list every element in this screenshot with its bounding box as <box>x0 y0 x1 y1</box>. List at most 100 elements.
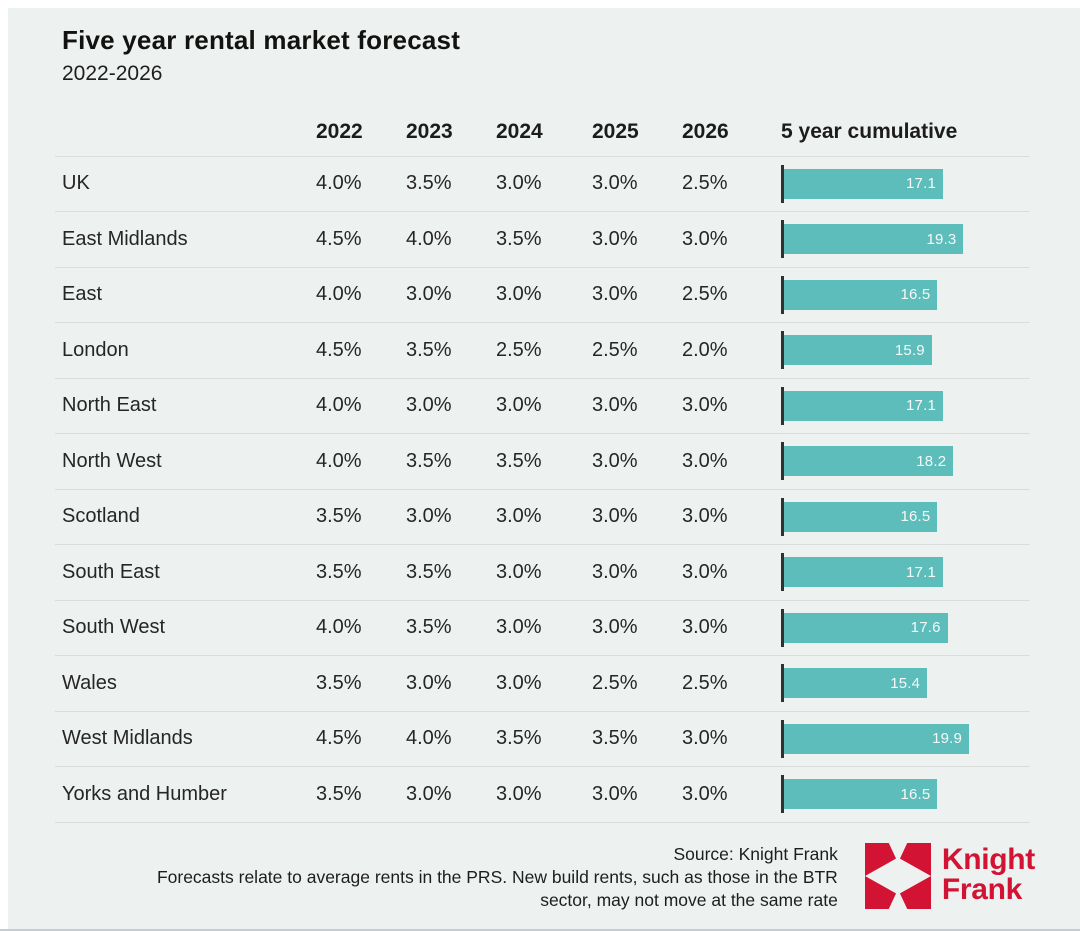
region-label: South East <box>62 560 160 583</box>
pct-cell: 3.0% <box>592 283 638 306</box>
bar-baseline-tick <box>781 164 784 203</box>
pct-cell: 3.0% <box>682 616 728 639</box>
year-column-header-2023: 2023 <box>406 119 453 143</box>
bar-baseline-tick <box>781 220 784 259</box>
bar-value-label: 19.9 <box>932 730 963 748</box>
cumulative-bar-cell: 16.5 <box>781 490 1030 545</box>
bar-baseline-tick <box>781 386 784 425</box>
cumulative-bar: 19.3 <box>784 224 964 255</box>
pct-cell: 3.0% <box>496 671 542 694</box>
bar-value-label: 17.6 <box>910 619 941 637</box>
pct-cell: 3.0% <box>592 505 638 528</box>
pct-cell: 4.0% <box>406 727 452 750</box>
cumulative-bar-cell: 19.9 <box>781 712 1030 767</box>
pct-cell: 2.5% <box>682 283 728 306</box>
bar-baseline-tick <box>781 719 784 758</box>
pct-cell: 3.5% <box>496 727 542 750</box>
table-row-west-midlands: West Midlands 4.5% 4.0% 3.5% 3.5% 3.0% 1… <box>55 710 1030 767</box>
pct-cell: 3.5% <box>496 227 542 250</box>
pct-cell: 3.0% <box>682 449 728 472</box>
table-row-scotland: Scotland 3.5% 3.0% 3.0% 3.0% 3.0% 16.5 <box>55 488 1030 545</box>
cumulative-bar-cell: 17.1 <box>781 545 1030 600</box>
pct-cell: 3.0% <box>406 671 452 694</box>
wordmark-line-1: Knight <box>941 842 1035 876</box>
bar-value-label: 17.1 <box>906 175 937 193</box>
bar-value-label: 17.1 <box>906 397 937 415</box>
pct-cell: 3.0% <box>682 394 728 417</box>
pct-cell: 3.0% <box>592 394 638 417</box>
region-label: East Midlands <box>62 227 188 250</box>
pct-cell: 3.0% <box>496 172 542 195</box>
bar-value-label: 16.5 <box>900 785 931 803</box>
disclaimer-line-2: sector, may not move at the same rate <box>540 889 838 910</box>
bar-baseline-tick <box>781 553 784 592</box>
year-column-header-2022: 2022 <box>316 119 363 143</box>
pct-cell: 3.0% <box>592 449 638 472</box>
region-label: London <box>62 338 129 361</box>
bar-baseline-tick <box>781 775 784 814</box>
cumulative-bar-cell: 17.1 <box>781 379 1030 434</box>
forecast-table: 2022 2023 2024 2025 2026 5 year cumulati… <box>55 108 1030 823</box>
pct-cell: 3.5% <box>592 727 638 750</box>
table-row-yorks-and-humber: Yorks and Humber 3.5% 3.0% 3.0% 3.0% 3.0… <box>55 766 1030 822</box>
page-title: Five year rental market forecast <box>62 25 461 55</box>
table-header-row: 2022 2023 2024 2025 2026 5 year cumulati… <box>55 108 1030 156</box>
knight-frank-logo: Knight Frank <box>864 842 1035 909</box>
region-label: West Midlands <box>62 727 193 750</box>
pct-cell: 3.0% <box>682 782 728 805</box>
pct-cell: 4.0% <box>316 394 362 417</box>
pct-cell: 3.0% <box>496 616 542 639</box>
pct-cell: 4.0% <box>316 449 362 472</box>
pct-cell: 4.0% <box>316 172 362 195</box>
cumulative-bar-cell: 17.1 <box>781 157 1030 212</box>
title-block: Five year rental market forecast 2022-20… <box>0 0 1080 86</box>
pct-cell: 3.5% <box>406 560 452 583</box>
pct-cell: 2.5% <box>682 671 728 694</box>
year-column-header-2026: 2026 <box>682 119 729 143</box>
pct-cell: 4.5% <box>316 338 362 361</box>
pct-cell: 3.0% <box>496 394 542 417</box>
region-label: Yorks and Humber <box>62 782 227 805</box>
cumulative-bar: 17.1 <box>784 168 944 199</box>
knight-frank-wordmark: Knight Frank <box>941 842 1035 905</box>
bar-value-label: 19.3 <box>926 230 957 248</box>
pct-cell: 3.5% <box>316 671 362 694</box>
cumulative-bar-cell: 16.5 <box>781 268 1030 323</box>
pct-cell: 3.0% <box>406 283 452 306</box>
pct-cell: 3.5% <box>316 560 362 583</box>
bar-baseline-tick <box>781 608 784 647</box>
bar-value-label: 15.4 <box>890 674 921 692</box>
pct-cell: 3.0% <box>406 394 452 417</box>
cumulative-bar: 17.1 <box>784 557 944 588</box>
region-label: North East <box>62 394 157 417</box>
disclaimer-line-1: Forecasts relate to average rents in the… <box>156 866 838 887</box>
cumulative-bar: 17.1 <box>784 390 944 421</box>
region-label: Wales <box>62 671 117 694</box>
table-row-north-west: North West 4.0% 3.5% 3.5% 3.0% 3.0% 18.2 <box>55 433 1030 489</box>
pct-cell: 3.0% <box>682 505 728 528</box>
pct-cell: 3.0% <box>496 560 542 583</box>
pct-cell: 4.0% <box>316 616 362 639</box>
pct-cell: 3.5% <box>406 616 452 639</box>
pct-cell: 3.0% <box>406 782 452 805</box>
table-row-south-west: South West 4.0% 3.5% 3.0% 3.0% 3.0% 17.6 <box>55 599 1030 656</box>
pct-cell: 3.0% <box>406 505 452 528</box>
pct-cell: 3.5% <box>406 172 452 195</box>
footer: Source: Knight Frank Forecasts relate to… <box>0 823 1080 912</box>
pct-cell: 2.5% <box>496 338 542 361</box>
left-white-strip <box>0 0 8 929</box>
cumulative-column-header: 5 year cumulative <box>781 119 958 143</box>
pct-cell: 3.0% <box>496 782 542 805</box>
region-label: UK <box>62 172 90 195</box>
pct-cell: 2.5% <box>682 172 728 195</box>
table-row-uk: UK 4.0% 3.5% 3.0% 3.0% 2.5% 17.1 <box>55 155 1030 212</box>
cumulative-bar-cell: 18.2 <box>781 434 1030 489</box>
bar-baseline-tick <box>781 497 784 536</box>
table-row-south-east: South East 3.5% 3.5% 3.0% 3.0% 3.0% 17.1 <box>55 544 1030 600</box>
table-row-london: London 4.5% 3.5% 2.5% 2.5% 2.0% 15.9 <box>55 322 1030 378</box>
page-subtitle: 2022-2026 <box>62 61 163 85</box>
source-text: Source: Knight Frank <box>673 843 838 864</box>
bar-value-label: 15.9 <box>894 341 925 359</box>
pct-cell: 2.5% <box>592 338 638 361</box>
